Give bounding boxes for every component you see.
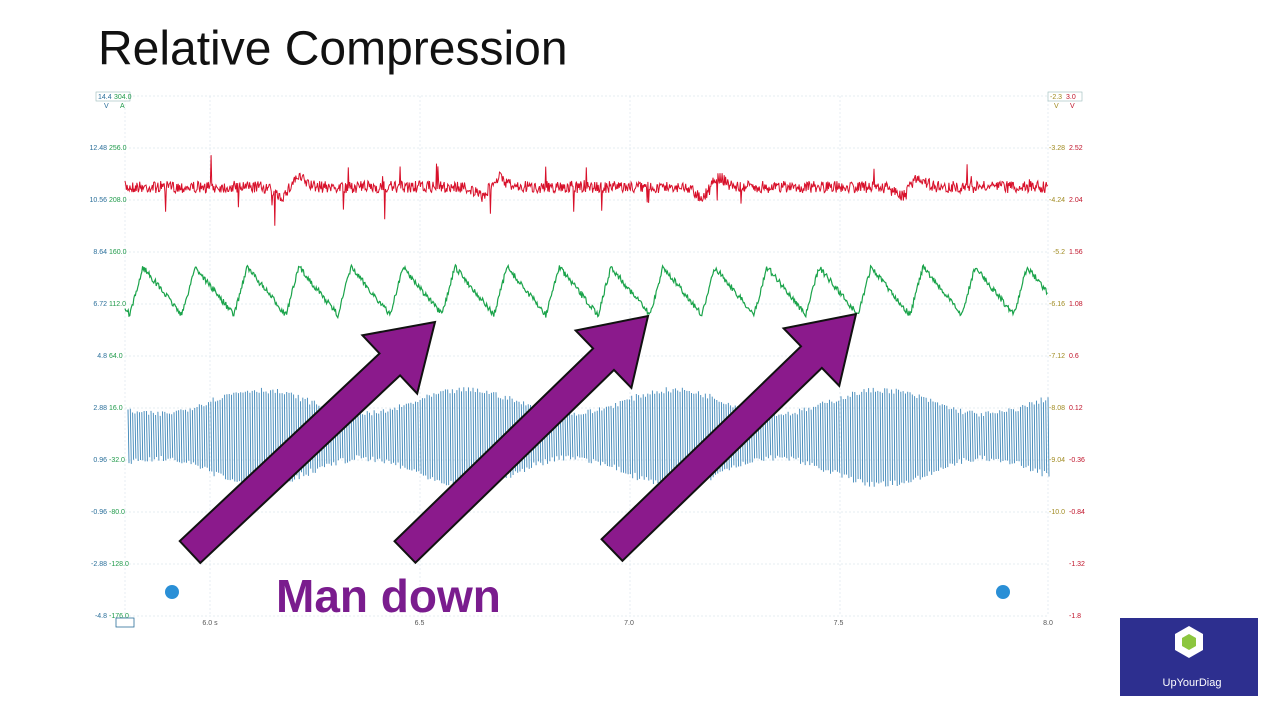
right-axis-label: -8.08 [1049,405,1065,412]
right-axis-label: 2.52 [1069,145,1083,152]
left-axis-label: 10.56 [89,197,107,204]
cursor-marker[interactable] [115,617,135,628]
right-axis-label: -3.28 [1049,145,1065,152]
arrows [178,312,858,565]
scroll-right-button[interactable] [996,585,1010,599]
logo: UpYourDiag [1120,618,1258,696]
right-axis-label: -0.36 [1069,457,1085,464]
logo-text: UpYourDiag [1163,677,1222,689]
right-axis-label: 0.12 [1069,405,1083,412]
arrow [393,314,650,565]
right-axis-label: -0.84 [1069,509,1085,516]
left-axis-label: 112.0 [109,301,126,308]
left-axis-label: -176.0 [109,613,129,620]
channel-badge [95,91,131,102]
left-axis-label: -0.96 [91,509,107,516]
x-axis-label: 6.0 s [202,620,218,627]
x-axis-label: 7.0 [624,620,634,627]
arrow [600,312,858,563]
right-axis-label: 1.08 [1069,301,1083,308]
left-axis-label: -4.8 [95,613,107,620]
right-axis-label: -4.24 [1049,197,1065,204]
right-axis-label: -6.16 [1049,301,1065,308]
logo-icon-inner [1182,634,1196,650]
axis-labels: 12.48 256.0 10.56 208.0 8.64 160.0 6.72 112.0 4.… [89,91,1085,627]
left-axis-label: -32.0 [109,457,125,464]
channel-badge-value: 3.0 [1066,94,1076,101]
left-axis-label: -80.0 [109,509,125,516]
left-axis-label: 0.96 [93,457,107,464]
channel-badge-value: 14.4 [98,94,112,101]
right-axis-label: 2.04 [1069,197,1083,204]
slide-title: Relative Compression [98,23,568,76]
left-axis-label: 160.0 [109,249,127,256]
channel-unit: V [1070,103,1075,110]
left-axis-label: 208.0 [109,197,127,204]
left-axis-label: 12.48 [89,145,107,152]
right-axis-label: -7.12 [1049,353,1065,360]
channel-unit: V [104,103,109,110]
left-axis-label: 8.64 [93,249,107,256]
right-axis-label: 0.6 [1069,353,1079,360]
left-axis-label: -128.0 [109,561,129,568]
x-axis-label: 7.5 [834,620,844,627]
annotation: Man down [276,570,501,622]
left-axis-label: 2.88 [93,405,107,412]
scroll-left-button[interactable] [165,585,179,599]
right-axis-label: -1.32 [1069,561,1085,568]
left-axis-label: 16.0 [109,405,123,412]
left-axis-label: -2.88 [91,561,107,568]
x-axis-label: 8.0 [1043,620,1053,627]
green-waveform [124,263,1048,320]
channel-badge-value: -2.3 [1050,94,1062,101]
waveforms [124,155,1050,488]
channel-unit: V [1054,103,1059,110]
left-axis-label: 4.8 [97,353,107,360]
red-waveform [124,155,1049,226]
left-axis-label: 64.0 [109,353,123,360]
right-axis-label: -1.8 [1069,613,1081,620]
right-axis-label: 1.56 [1069,249,1083,256]
right-axis-label: -5.2 [1053,249,1065,256]
right-axis-label: -10.0 [1049,509,1065,516]
channel-badge [1047,91,1083,102]
left-axis-label: 6.72 [93,301,107,308]
channel-badge-value: 304.0 [114,94,132,101]
channel-unit: A [120,103,125,110]
left-axis-label: 256.0 [109,145,127,152]
x-axis-label: 6.5 [415,620,425,627]
right-axis-label: -9.04 [1049,457,1065,464]
arrow [178,320,437,565]
